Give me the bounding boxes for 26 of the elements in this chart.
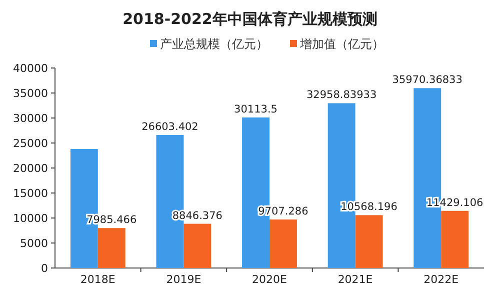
y-tick-label: 20000 <box>13 162 48 175</box>
data-label: 30113.5 <box>234 103 278 116</box>
y-tick-label: 30000 <box>13 112 48 125</box>
legend-label: 产业总规模（亿元） <box>160 37 268 51</box>
x-tick-label: 2019E <box>166 273 202 286</box>
y-tick-label: 15000 <box>13 187 48 200</box>
x-tick-label: 2020E <box>252 273 288 286</box>
chart-title: 2018-2022年中国体育产业规模预测 <box>122 10 378 28</box>
data-label: 35970.36833 <box>392 74 462 86</box>
y-tick-label: 35000 <box>13 87 48 100</box>
bar <box>270 219 297 268</box>
y-tick-label: 5000 <box>20 237 48 250</box>
bar <box>441 210 469 268</box>
data-label: 26603.402 <box>142 120 198 133</box>
y-tick-label: 10000 <box>13 212 48 225</box>
legend-label: 增加值（亿元） <box>299 37 384 51</box>
bar <box>184 224 212 268</box>
y-tick-label: 0 <box>41 262 48 275</box>
bar <box>98 228 126 268</box>
data-label: 32958.83933 <box>306 89 377 102</box>
y-tick-label: 25000 <box>13 137 48 150</box>
x-tick-label: 2021E <box>338 273 373 286</box>
x-tick-label: 2018E <box>80 273 116 286</box>
bar <box>355 215 383 268</box>
x-tick-label: 2022E <box>424 273 459 286</box>
y-tick-label: 40000 <box>13 62 48 75</box>
